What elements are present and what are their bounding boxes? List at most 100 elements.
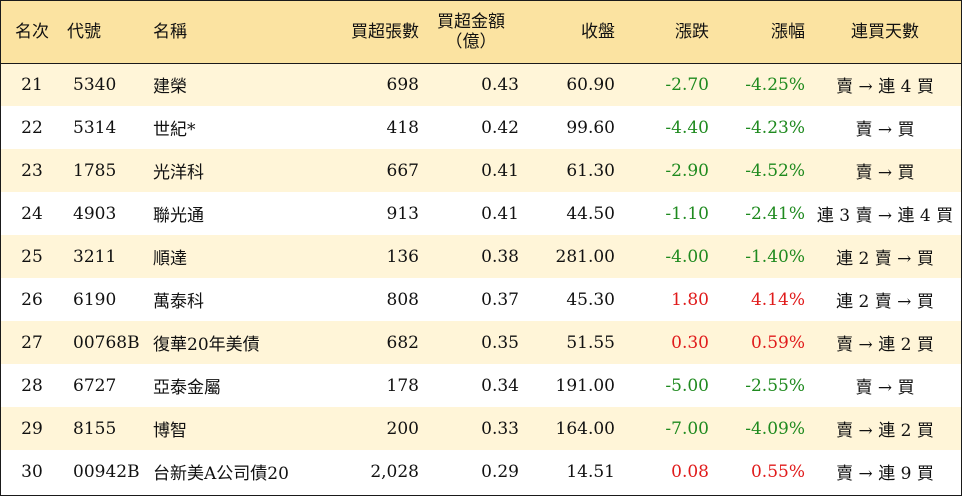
cell-rank: 29 — [21, 418, 43, 439]
cell-name[interactable]: 世紀* — [153, 120, 196, 140]
col-header-net-buy-amount[interactable]: 買超金額 （億） — [423, 1, 523, 64]
cell-close: 191.00 — [555, 375, 615, 396]
table-row[interactable]: 22 5314 世紀* 418 0.42 99.60 -4.40 -4.23% … — [1, 106, 961, 149]
cell-change-pct: 0.59% — [750, 332, 805, 353]
table-row[interactable]: 27 00768B 復華20年美債 682 0.35 51.55 0.30 0.… — [1, 321, 961, 364]
cell-change-pct: -2.41% — [745, 203, 805, 224]
table-row[interactable]: 30 00942B 台新美A公司債20 2,028 0.29 14.51 0.0… — [1, 450, 961, 493]
cell-code: 00768B — [73, 332, 140, 353]
col-header-code[interactable]: 代號 — [63, 1, 149, 64]
col-header-rank[interactable]: 名次 — [1, 1, 63, 64]
col-header-net-buy-lots[interactable]: 買超張數 — [311, 1, 423, 64]
cell-net-buy-amount: 0.41 — [481, 160, 519, 181]
cell-change-pct: 0.55% — [750, 461, 805, 482]
cell-change: -4.00 — [665, 246, 709, 267]
cell-consecutive-days: 賣 → 買 — [855, 120, 915, 140]
table-row[interactable]: 28 6727 亞泰金屬 178 0.34 191.00 -5.00 -2.55… — [1, 364, 961, 407]
cell-close: 99.60 — [566, 117, 615, 138]
cell-change-pct: 4.14% — [750, 289, 805, 310]
cell-rank: 30 — [21, 461, 43, 482]
cell-code: 6727 — [73, 375, 117, 396]
table-row[interactable]: 26 6190 萬泰科 808 0.37 45.30 1.80 4.14% 連 … — [1, 278, 961, 321]
cell-consecutive-days: 賣 → 買 — [855, 378, 915, 398]
cell-change-pct: -4.09% — [745, 418, 805, 439]
table-body: 21 5340 建榮 698 0.43 60.90 -2.70 -4.25% 賣… — [1, 63, 961, 493]
cell-rank: 23 — [21, 160, 43, 181]
cell-rank: 28 — [21, 375, 43, 396]
cell-name[interactable]: 順達 — [153, 249, 187, 269]
cell-name[interactable]: 博智 — [153, 421, 187, 441]
cell-change: -1.10 — [665, 203, 709, 224]
table-row[interactable]: 25 3211 順達 136 0.38 281.00 -4.00 -1.40% … — [1, 235, 961, 278]
cell-close: 281.00 — [555, 246, 615, 267]
cell-rank: 27 — [21, 332, 43, 353]
cell-change: 0.30 — [671, 332, 709, 353]
cell-net-buy-amount: 0.34 — [481, 375, 519, 396]
col-header-change[interactable]: 漲跌 — [619, 1, 713, 64]
cell-consecutive-days: 賣 → 連 2 買 — [836, 421, 934, 441]
cell-net-buy-lots: 913 — [386, 203, 419, 224]
cell-net-buy-amount: 0.38 — [481, 246, 519, 267]
cell-rank: 21 — [21, 74, 43, 95]
cell-net-buy-lots: 682 — [386, 332, 419, 353]
table-row[interactable]: 24 4903 聯光通 913 0.41 44.50 -1.10 -2.41% … — [1, 192, 961, 235]
cell-consecutive-days: 賣 → 連 2 買 — [836, 335, 934, 355]
cell-net-buy-lots: 418 — [386, 117, 419, 138]
cell-consecutive-days: 連 2 賣 → 買 — [836, 249, 934, 269]
col-header-net-buy-amount-line1: 買超金額 — [437, 11, 505, 32]
cell-net-buy-amount: 0.33 — [481, 418, 519, 439]
col-header-net-buy-amount-line2: （億） — [445, 31, 497, 52]
cell-code: 6190 — [73, 289, 117, 310]
cell-change: 0.08 — [671, 461, 709, 482]
cell-name[interactable]: 亞泰金屬 — [153, 378, 221, 398]
cell-consecutive-days: 賣 → 連 4 買 — [836, 77, 934, 98]
col-header-consecutive-days[interactable]: 連買天數 — [809, 1, 961, 64]
table-row[interactable]: 29 8155 博智 200 0.33 164.00 -7.00 -4.09% … — [1, 407, 961, 450]
col-header-close[interactable]: 收盤 — [523, 1, 619, 64]
cell-rank: 24 — [21, 203, 43, 224]
table-row[interactable]: 21 5340 建榮 698 0.43 60.90 -2.70 -4.25% 賣… — [1, 63, 961, 106]
cell-net-buy-lots: 178 — [386, 375, 419, 396]
cell-close: 164.00 — [555, 418, 615, 439]
cell-change: 1.80 — [671, 289, 709, 310]
cell-code: 3211 — [73, 246, 117, 267]
cell-consecutive-days: 連 3 賣 → 連 4 買 — [816, 206, 954, 226]
header-row: 名次 代號 名稱 買超張數 買超金額 （億） 收盤 漲跌 漲幅 連買天數 — [1, 1, 961, 64]
cell-name[interactable]: 建榮 — [153, 77, 187, 98]
table-header: 名次 代號 名稱 買超張數 買超金額 （億） 收盤 漲跌 漲幅 連買天數 — [1, 1, 961, 64]
cell-close: 60.90 — [566, 74, 615, 95]
cell-close: 61.30 — [566, 160, 615, 181]
cell-net-buy-lots: 808 — [386, 289, 419, 310]
cell-name[interactable]: 復華20年美債 — [153, 335, 260, 355]
cell-code: 1785 — [73, 160, 117, 181]
cell-code: 00942B — [73, 461, 140, 482]
cell-change: -4.40 — [665, 117, 709, 138]
cell-net-buy-lots: 200 — [386, 418, 419, 439]
cell-net-buy-lots: 136 — [386, 246, 419, 267]
cell-rank: 25 — [21, 246, 43, 267]
cell-name[interactable]: 台新美A公司債20 — [153, 464, 289, 484]
cell-name[interactable]: 聯光通 — [153, 206, 204, 226]
cell-change: -2.90 — [665, 160, 709, 181]
table-row[interactable]: 23 1785 光洋科 667 0.41 61.30 -2.90 -4.52% … — [1, 149, 961, 192]
cell-change: -5.00 — [665, 375, 709, 396]
cell-net-buy-lots: 698 — [386, 74, 419, 95]
cell-consecutive-days: 連 2 賣 → 買 — [836, 292, 934, 312]
cell-name[interactable]: 萬泰科 — [153, 292, 204, 312]
col-header-name[interactable]: 名稱 — [149, 1, 311, 64]
cell-net-buy-amount: 0.41 — [481, 203, 519, 224]
cell-close: 45.30 — [566, 289, 615, 310]
cell-net-buy-amount: 0.37 — [481, 289, 519, 310]
cell-net-buy-amount: 0.29 — [481, 461, 519, 482]
cell-code: 5314 — [73, 117, 117, 138]
cell-name[interactable]: 光洋科 — [153, 163, 204, 183]
cell-change-pct: -2.55% — [745, 375, 805, 396]
col-header-change-pct[interactable]: 漲幅 — [713, 1, 809, 64]
cell-close: 44.50 — [566, 203, 615, 224]
cell-code: 4903 — [73, 203, 117, 224]
cell-rank: 22 — [21, 117, 43, 138]
cell-close: 51.55 — [566, 332, 615, 353]
cell-change: -2.70 — [665, 74, 709, 95]
